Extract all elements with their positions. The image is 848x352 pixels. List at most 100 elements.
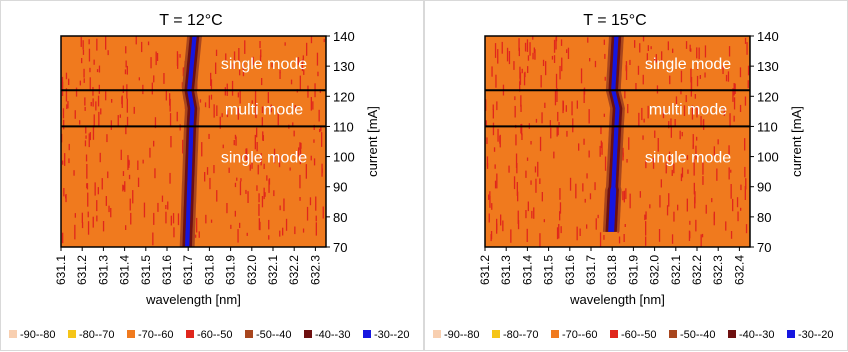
noise-speck bbox=[95, 101, 97, 111]
noise-speck bbox=[105, 36, 107, 50]
noise-speck bbox=[79, 80, 81, 86]
noise-speck bbox=[256, 127, 258, 138]
noise-speck bbox=[713, 213, 715, 226]
noise-speck bbox=[239, 222, 241, 228]
x-tick-label: 632.1 bbox=[669, 255, 683, 285]
noise-speck bbox=[96, 69, 99, 73]
noise-speck bbox=[315, 222, 317, 236]
noise-speck bbox=[685, 95, 687, 103]
noise-speckles bbox=[485, 36, 750, 248]
noise-speck bbox=[317, 71, 319, 77]
noise-speck bbox=[126, 116, 129, 126]
noise-speck bbox=[740, 207, 742, 211]
noise-speck bbox=[567, 47, 570, 59]
noise-speck bbox=[645, 221, 647, 236]
noise-speck bbox=[531, 210, 533, 219]
noise-speck bbox=[527, 55, 530, 61]
noise-speck bbox=[545, 61, 547, 76]
noise-speck bbox=[165, 90, 167, 101]
noise-speck bbox=[680, 70, 683, 83]
noise-speck bbox=[686, 155, 689, 160]
noise-speck bbox=[639, 191, 641, 198]
noise-speck bbox=[294, 105, 296, 112]
noise-speck bbox=[723, 108, 725, 116]
noise-speck bbox=[692, 134, 694, 148]
legend-swatch bbox=[610, 330, 618, 338]
noise-speck bbox=[713, 146, 715, 156]
noise-speck bbox=[693, 159, 695, 164]
noise-speck bbox=[215, 62, 217, 74]
noise-speck bbox=[747, 80, 749, 89]
noise-speck bbox=[534, 166, 537, 173]
legend-label: -60--50 bbox=[197, 329, 232, 341]
legend-swatch bbox=[68, 330, 76, 338]
noise-speck bbox=[239, 69, 241, 76]
noise-speck bbox=[638, 112, 640, 127]
noise-speck bbox=[580, 68, 583, 84]
legend-label: -90--80 bbox=[20, 329, 55, 341]
noise-speck bbox=[696, 62, 699, 70]
noise-speck bbox=[622, 152, 624, 158]
noise-speck bbox=[740, 184, 742, 191]
noise-speck bbox=[677, 204, 679, 211]
noise-speck bbox=[299, 174, 301, 189]
noise-speck bbox=[566, 49, 568, 53]
y-tick-label: 100 bbox=[333, 150, 355, 165]
noise-speck bbox=[696, 75, 699, 87]
noise-speck bbox=[557, 111, 559, 122]
noise-speck bbox=[554, 90, 557, 106]
noise-speck bbox=[62, 108, 65, 119]
legend-label: -80--70 bbox=[79, 329, 114, 341]
noise-speck bbox=[490, 231, 493, 240]
noise-speck bbox=[589, 58, 591, 62]
noise-speck bbox=[320, 125, 322, 132]
noise-speck bbox=[644, 214, 646, 221]
noise-speck bbox=[154, 117, 157, 129]
noise-speck bbox=[674, 119, 676, 127]
noise-speck bbox=[526, 228, 528, 242]
legend-label: -40--30 bbox=[739, 329, 774, 341]
noise-speck bbox=[700, 234, 702, 248]
noise-speck bbox=[557, 126, 559, 136]
noise-speck bbox=[110, 120, 112, 130]
noise-speck bbox=[520, 104, 522, 112]
noise-speck bbox=[165, 211, 167, 224]
noise-speck bbox=[696, 47, 698, 59]
legend-swatch bbox=[186, 330, 194, 338]
noise-speck bbox=[124, 181, 126, 192]
noise-speck bbox=[694, 94, 696, 99]
x-tick-label: 632.4 bbox=[732, 255, 746, 285]
noise-speck bbox=[204, 102, 207, 108]
noise-speck bbox=[179, 54, 181, 58]
noise-speck bbox=[261, 117, 263, 127]
noise-speck bbox=[258, 203, 260, 216]
noise-speck bbox=[541, 192, 543, 202]
noise-speck bbox=[517, 191, 519, 202]
noise-speck bbox=[264, 106, 266, 114]
noise-speck bbox=[623, 234, 625, 242]
noise-speck bbox=[516, 182, 518, 196]
noise-speck bbox=[204, 172, 206, 182]
noise-speck bbox=[268, 219, 270, 230]
noise-speck bbox=[120, 149, 122, 160]
noise-speck bbox=[494, 164, 496, 169]
y-tick-label: 140 bbox=[333, 29, 355, 44]
legend-label: -50--40 bbox=[256, 329, 291, 341]
noise-speck bbox=[124, 69, 127, 75]
noise-speck bbox=[241, 155, 243, 160]
noise-speck bbox=[489, 196, 491, 208]
region-label: single mode bbox=[645, 56, 731, 73]
noise-speck bbox=[143, 202, 146, 218]
noise-speck bbox=[244, 40, 246, 54]
noise-speck bbox=[257, 164, 259, 175]
noise-speck bbox=[279, 230, 281, 237]
noise-speck bbox=[128, 160, 130, 166]
noise-speck bbox=[496, 101, 498, 111]
noise-speck bbox=[225, 53, 227, 62]
noise-speck bbox=[62, 160, 64, 165]
noise-speck bbox=[526, 157, 529, 161]
noise-speck bbox=[576, 226, 578, 241]
noise-speck bbox=[653, 57, 656, 63]
noise-speck bbox=[647, 105, 649, 119]
noise-speck bbox=[123, 185, 125, 190]
